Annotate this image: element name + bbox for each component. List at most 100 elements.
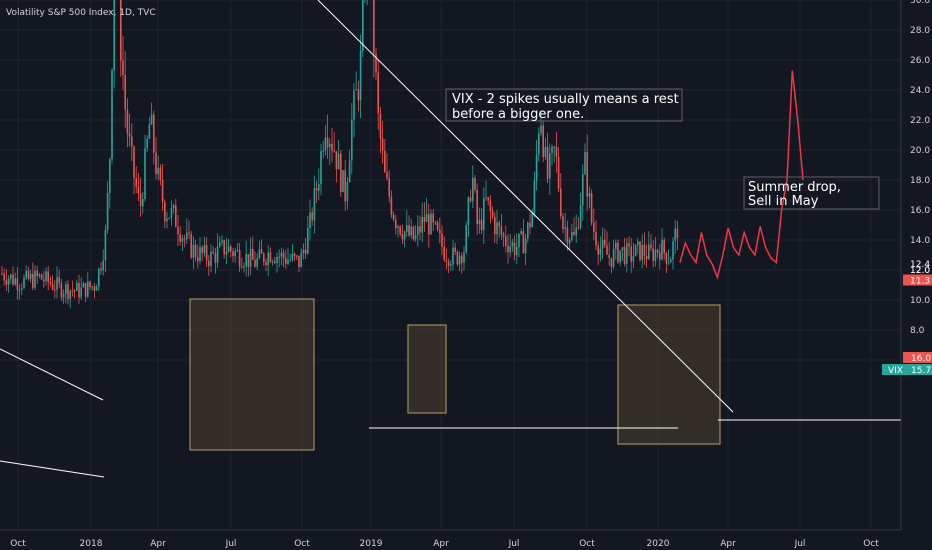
- candle-body: [333, 150, 335, 152]
- candle-body: [148, 124, 151, 139]
- trendline-lower-left[interactable]: [0, 460, 105, 478]
- annotation-box-summer[interactable]: [743, 176, 880, 210]
- candle-body: [203, 244, 206, 253]
- candle-body: [172, 205, 175, 208]
- chart-grid: [0, 0, 901, 530]
- candle-body: [144, 148, 146, 200]
- candle-body: [659, 252, 661, 260]
- candle-body: [612, 248, 615, 267]
- candle-body: [102, 260, 104, 271]
- candle-body: [505, 236, 507, 246]
- candle-body: [575, 227, 577, 236]
- candle-body: [443, 246, 445, 261]
- candle-body: [247, 254, 250, 267]
- candle-body: [177, 226, 179, 235]
- candle-body: [146, 138, 148, 149]
- candle-body: [227, 246, 230, 252]
- candle-body: [133, 146, 135, 179]
- price-tag-green: 15.7: [911, 366, 931, 376]
- candle-body: [595, 232, 597, 246]
- candle-body: [78, 282, 80, 298]
- candle-body: [89, 281, 91, 288]
- candle-body: [353, 90, 355, 120]
- candle-body: [170, 207, 173, 218]
- candle-body: [58, 277, 60, 283]
- candle-body: [540, 125, 542, 134]
- candle-body: [80, 287, 82, 298]
- candle-body: [43, 279, 45, 282]
- candle-body: [439, 229, 441, 234]
- candle-body: [205, 244, 208, 261]
- candle-body: [87, 281, 89, 297]
- x-tick-label: Apr: [720, 539, 736, 549]
- candle-body: [533, 180, 536, 214]
- range-box-2018[interactable]: [189, 298, 315, 451]
- candle-body: [597, 245, 599, 255]
- candle-body: [463, 252, 465, 263]
- candle-body: [375, 53, 377, 73]
- trendline-upper-left[interactable]: [0, 348, 104, 401]
- candle-body: [535, 154, 538, 181]
- candle-body: [192, 244, 195, 258]
- candle-body: [474, 177, 476, 191]
- candle-body: [560, 188, 562, 217]
- candle-body: [538, 133, 540, 155]
- candle-body: [478, 220, 481, 225]
- candle-body: [412, 226, 415, 240]
- candle-body: [650, 244, 652, 249]
- candle-body: [674, 228, 676, 242]
- candle-body: [179, 234, 181, 242]
- candle-body: [311, 212, 313, 221]
- candle-body: [634, 244, 637, 257]
- candles: [1, 0, 679, 309]
- candle-body: [342, 170, 344, 192]
- candle-body: [91, 286, 93, 288]
- candle-body: [82, 283, 85, 288]
- candle-body: [593, 222, 595, 233]
- candle-body: [274, 261, 276, 264]
- candle-body: [267, 252, 269, 266]
- candle-body: [381, 138, 384, 151]
- candle-body: [432, 213, 434, 223]
- y-tick-label: 16.0: [910, 206, 930, 216]
- candle-body: [36, 270, 38, 277]
- y-tick-label: 26.0: [910, 56, 930, 66]
- candle-body: [304, 249, 307, 254]
- candle-body: [645, 256, 648, 260]
- candle-body: [408, 225, 410, 236]
- candle-body: [553, 146, 555, 148]
- candle-body: [447, 261, 450, 266]
- candle-body: [509, 246, 511, 253]
- price-tag-vix-label: VIX: [888, 366, 903, 376]
- candle-body: [212, 251, 214, 254]
- range-box-2020[interactable]: [617, 304, 721, 445]
- candle-body: [568, 239, 571, 244]
- candle-body: [522, 231, 525, 254]
- range-box-2019-spring[interactable]: [407, 324, 447, 414]
- annotation-box-main[interactable]: [445, 88, 683, 122]
- candle-body: [623, 247, 626, 264]
- projection-line: [679, 70, 804, 280]
- candle-body: [322, 150, 324, 152]
- candle-body: [188, 232, 190, 234]
- candle-body: [93, 286, 96, 291]
- candle-body: [225, 251, 228, 255]
- candle-body: [410, 226, 412, 236]
- trendline-descending[interactable]: [317, 0, 734, 413]
- candle-body: [271, 261, 274, 263]
- candle-body: [480, 220, 483, 231]
- candle-body: [230, 246, 232, 252]
- x-tick-label: Jul: [508, 539, 520, 549]
- candle-body: [379, 113, 382, 139]
- candle-body: [29, 274, 32, 280]
- candle-body: [38, 274, 41, 277]
- candle-body: [434, 222, 437, 224]
- candle-body: [194, 244, 197, 258]
- candle-body: [489, 200, 492, 212]
- candle-body: [562, 216, 564, 230]
- candle-body: [472, 177, 474, 202]
- candle-body: [190, 233, 192, 258]
- candle-body: [337, 153, 340, 170]
- candle-body: [56, 277, 58, 290]
